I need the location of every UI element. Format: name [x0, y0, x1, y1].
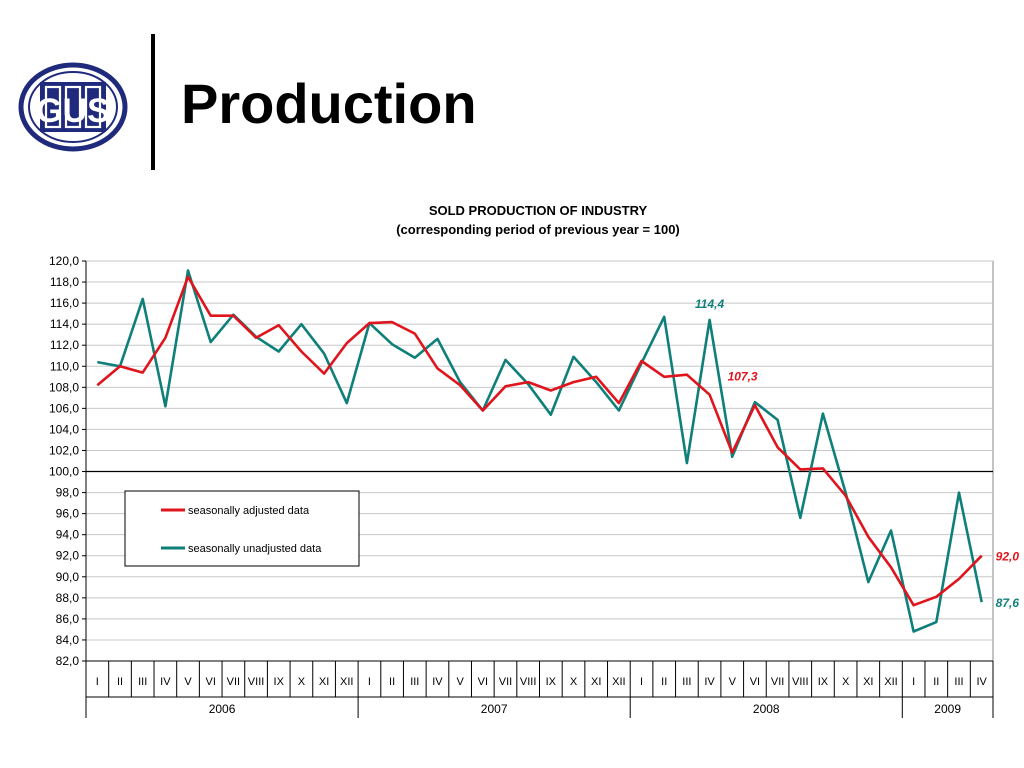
- y-tick-label: 114,0: [50, 317, 79, 331]
- series-line-adjusted: [96, 275, 983, 607]
- y-tick-label: 108,0: [49, 380, 79, 394]
- x-tick-label: IX: [546, 676, 557, 688]
- gus-logo: GUS: [18, 62, 128, 152]
- legend-label-unadjusted: seasonally unadjusted data: [188, 543, 322, 555]
- y-tick-label: 96,0: [56, 507, 80, 521]
- series-lines: [96, 269, 983, 633]
- y-tick-label: 92,0: [56, 549, 80, 563]
- x-tick-label: II: [661, 676, 667, 688]
- x-tick-label: VIII: [248, 676, 265, 688]
- y-tick-label: 110,0: [50, 359, 79, 373]
- x-tick-label: II: [117, 676, 123, 688]
- x-tick-label: XII: [340, 676, 353, 688]
- x-tick-label: VII: [499, 676, 512, 688]
- y-tick-label: 106,0: [49, 401, 79, 415]
- year-label: 2007: [481, 702, 508, 716]
- x-tick-label: III: [410, 676, 419, 688]
- x-tick-label: X: [842, 676, 850, 688]
- x-tick-label: V: [456, 676, 464, 688]
- x-tick-label: IV: [976, 676, 987, 688]
- y-tick-label: 112,0: [50, 338, 79, 352]
- y-tick-label: 90,0: [56, 570, 80, 584]
- gridlines: [85, 260, 994, 662]
- x-tick-label: IV: [432, 676, 443, 688]
- y-tick-label: 82,0: [56, 654, 80, 668]
- x-tick-label: VII: [227, 676, 240, 688]
- data-label: 92,0: [996, 550, 1020, 564]
- x-tick-label: I: [912, 676, 915, 688]
- legend-box: [124, 490, 360, 567]
- x-tick-label: III: [138, 676, 147, 688]
- y-tick-label: 120,0: [49, 254, 79, 268]
- x-tick-label: VI: [750, 676, 760, 688]
- x-tick-label: V: [729, 676, 737, 688]
- x-tick-label: V: [184, 676, 192, 688]
- x-tick-label: VI: [478, 676, 488, 688]
- x-tick-label: II: [389, 676, 395, 688]
- x-tick-label: XII: [612, 676, 625, 688]
- chart-subtitle: (corresponding period of previous year =…: [396, 222, 680, 237]
- annotations: 114,4 107,3 92,0 87,6: [695, 297, 1019, 610]
- y-tick-label: 116,0: [50, 296, 79, 310]
- x-tick-label: XII: [884, 676, 897, 688]
- data-label: 114,4: [695, 297, 724, 311]
- x-tick-label: X: [570, 676, 578, 688]
- x-tick-label: I: [640, 676, 643, 688]
- y-tick-label: 86,0: [56, 612, 80, 626]
- legend: seasonally adjusted data seasonally unad…: [124, 490, 360, 567]
- y-tick-label: 94,0: [56, 528, 80, 542]
- y-tick-label: 102,0: [49, 443, 79, 457]
- x-tick-label: XI: [863, 676, 873, 688]
- x-tick-label: IV: [160, 676, 171, 688]
- chart-title: SOLD PRODUCTION OF INDUSTRY: [429, 203, 648, 218]
- y-tick-label: 104,0: [49, 422, 79, 436]
- x-tick-label: VIII: [792, 676, 809, 688]
- year-label: 2006: [209, 702, 236, 716]
- data-label: 107,3: [728, 370, 758, 384]
- y-tick-label: 118,0: [50, 275, 79, 289]
- y-tick-label: 100,0: [49, 465, 79, 479]
- legend-label-adjusted: seasonally adjusted data: [188, 505, 310, 517]
- data-label: 87,6: [996, 596, 1020, 610]
- x-tick-label: III: [954, 676, 963, 688]
- y-tick-label: 98,0: [56, 486, 80, 500]
- title-divider: [151, 34, 155, 170]
- x-tick-label: IV: [704, 676, 715, 688]
- y-axis: 82,0 84,0 86,0 88,0 90,0 92,0 94,0 96,0 98,0 100,…: [49, 254, 87, 718]
- x-tick-label: XI: [319, 676, 329, 688]
- plot-area: [85, 260, 994, 662]
- y-tick-label: 88,0: [56, 591, 80, 605]
- logo-text: GUS: [36, 92, 110, 130]
- x-tick-label: VII: [771, 676, 784, 688]
- x-axis: I II III IV V VI VII VIII IX X XI XII I II III IV V VI VII…: [85, 660, 994, 718]
- slide-title: Production: [181, 72, 477, 135]
- x-tick-label: III: [682, 676, 691, 688]
- x-tick-label: IX: [818, 676, 829, 688]
- y-tick-label: 84,0: [56, 633, 80, 647]
- year-label: 2009: [934, 702, 961, 716]
- x-tick-label: IX: [274, 676, 285, 688]
- x-tick-label: I: [368, 676, 371, 688]
- x-tick-label: II: [933, 676, 939, 688]
- x-tick-label: X: [298, 676, 306, 688]
- x-tick-label: XI: [591, 676, 601, 688]
- x-tick-label: VI: [206, 676, 216, 688]
- year-label: 2008: [753, 702, 780, 716]
- x-tick-label: VIII: [520, 676, 537, 688]
- x-tick-label: I: [96, 676, 99, 688]
